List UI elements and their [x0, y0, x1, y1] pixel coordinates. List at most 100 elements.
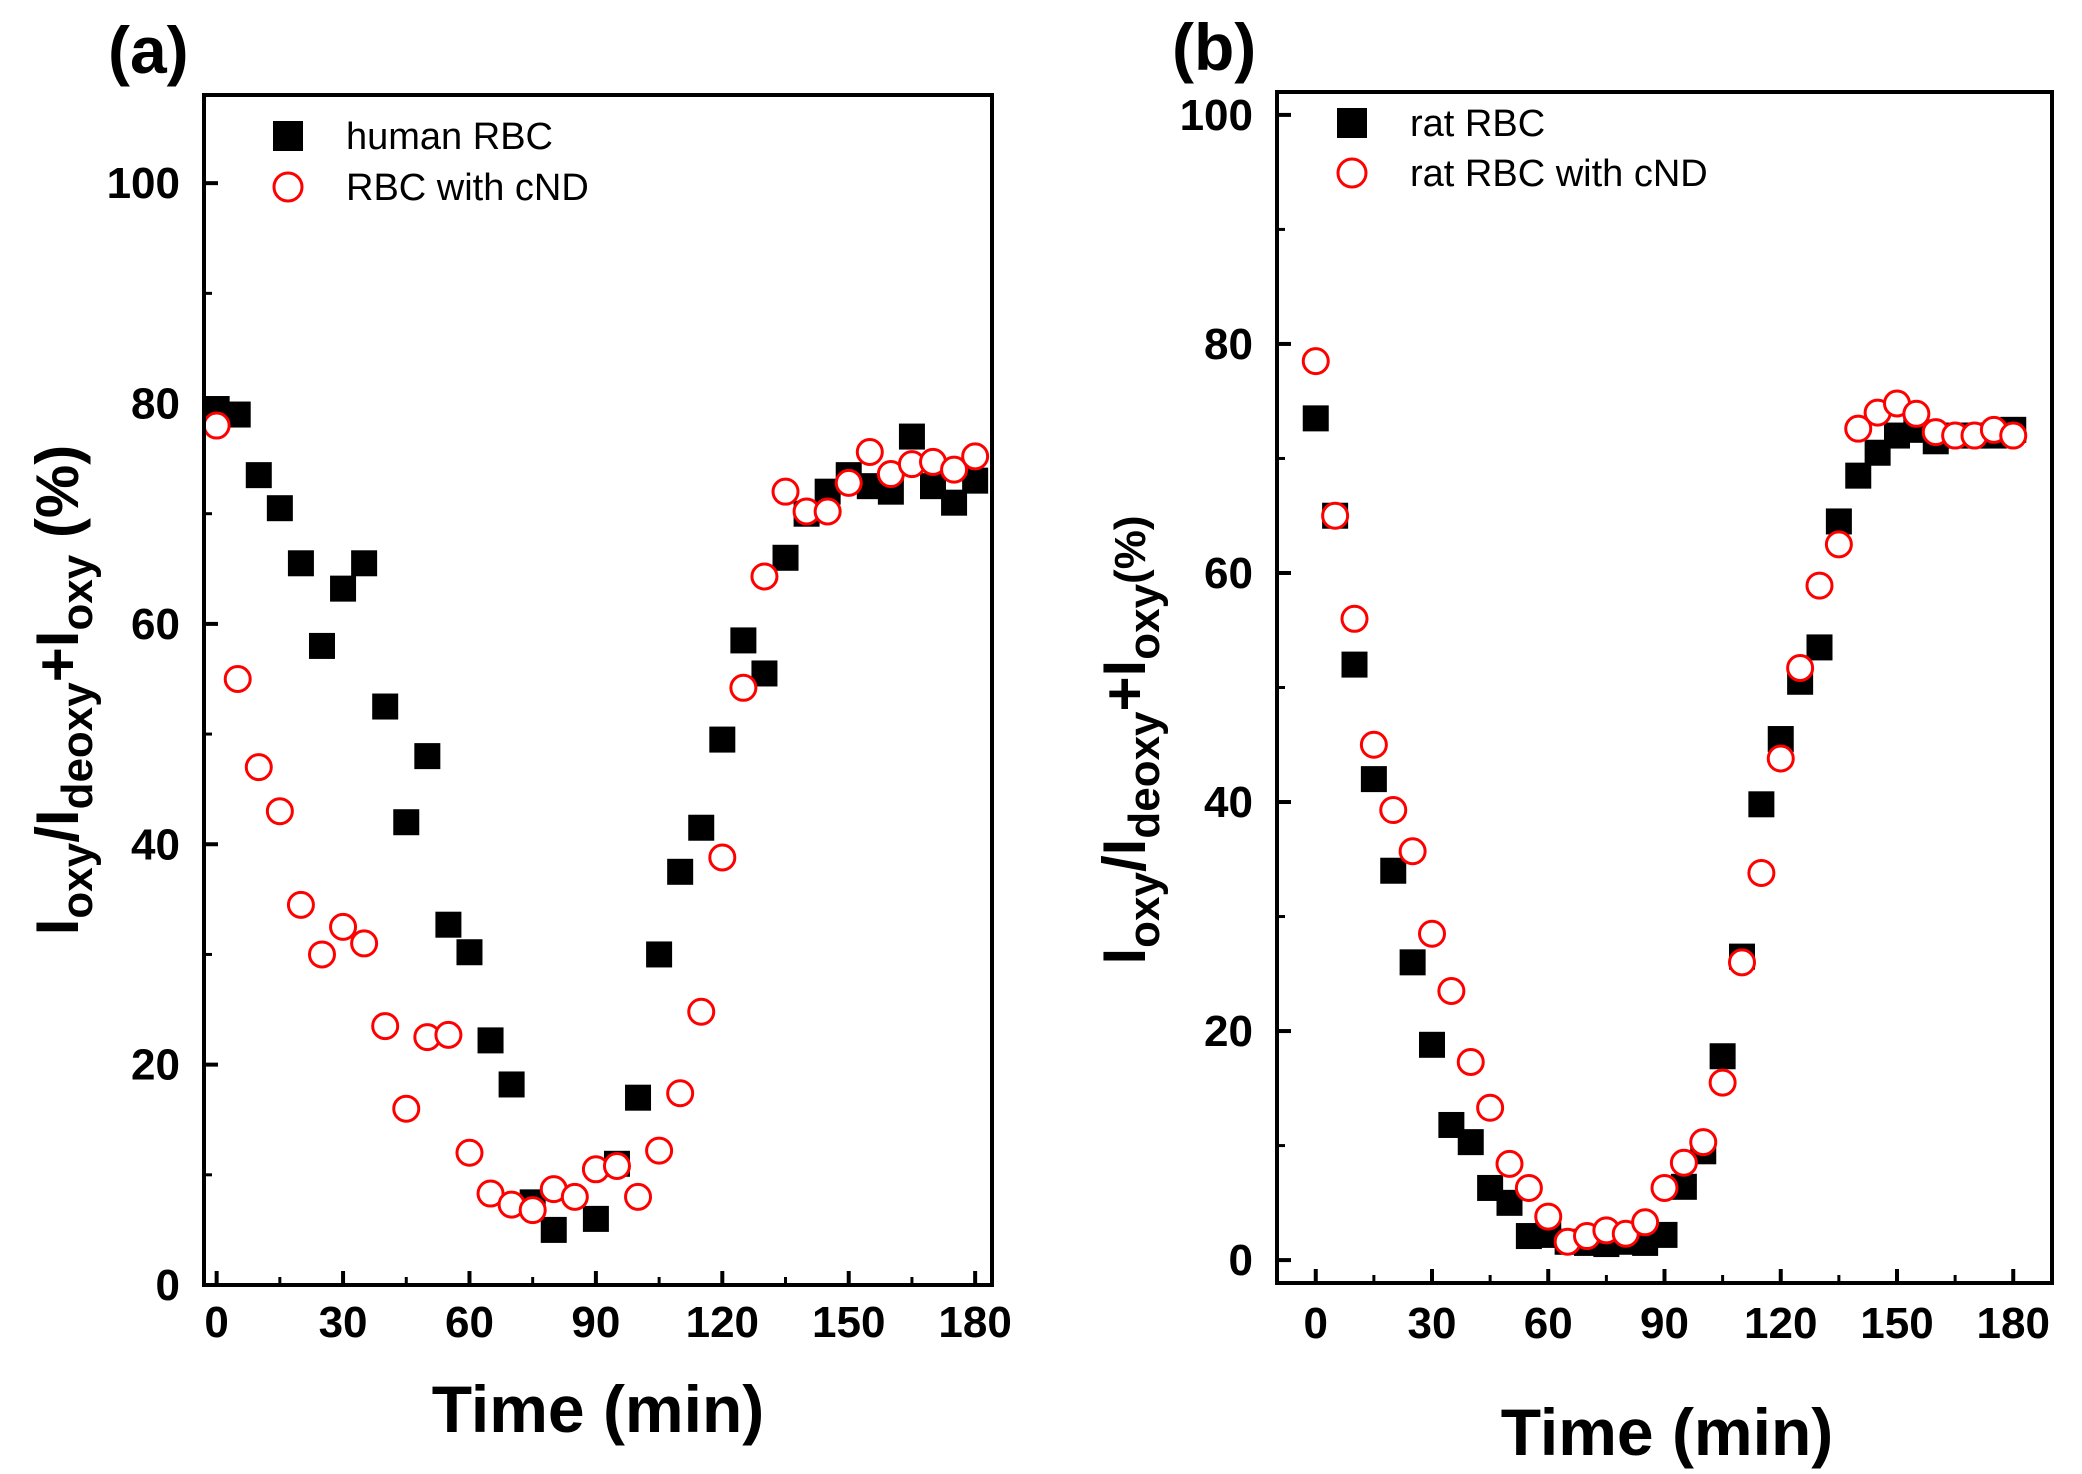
data-point-rbc-with-cnd [750, 562, 779, 591]
legend-marker-rbc-with-cnd [272, 171, 304, 203]
data-point-rbc-with-cnd [940, 455, 969, 484]
legend-label-human-rbc: human RBC [346, 116, 553, 158]
data-point-rat-rbc-with-cnd [1379, 796, 1408, 825]
panel-b-y-tick-label: 80 [1204, 320, 1253, 369]
panel-a-x-tick-label: 60 [445, 1298, 494, 1347]
data-point-human-rbc [477, 1027, 504, 1054]
data-point-rat-rbc [1845, 462, 1872, 489]
panel-a-x-tick-label: 120 [686, 1298, 759, 1347]
data-point-human-rbc [351, 550, 378, 577]
panel-a-y-tick-label: 100 [107, 159, 180, 208]
data-point-rat-rbc [1302, 405, 1329, 432]
data-point-human-rbc [393, 809, 420, 836]
panel-b-x-axis-title: Time (min) [1501, 1395, 1833, 1469]
data-point-human-rbc [308, 632, 335, 659]
data-point-rbc-with-cnd [202, 411, 231, 440]
panel-a-x-tick-label: 30 [319, 1298, 368, 1347]
panel-b-frame [1275, 90, 2054, 1285]
legend-label-rbc-with-cnd: RBC with cND [346, 167, 589, 209]
panel-b-y-tick-label: 40 [1204, 778, 1253, 827]
panel-b-x-tick-label: 30 [1408, 1299, 1457, 1348]
data-point-human-rbc [266, 495, 293, 522]
data-point-human-rbc [772, 544, 799, 571]
data-point-rat-rbc-with-cnd [1766, 744, 1795, 773]
panel-b-x-tick-label: 180 [1977, 1299, 2050, 1348]
data-point-rat-rbc-with-cnd [1689, 1128, 1718, 1157]
data-point-rat-rbc-with-cnd [1476, 1093, 1505, 1122]
data-point-rat-rbc-with-cnd [1398, 837, 1427, 866]
data-point-rat-rbc-with-cnd [1456, 1047, 1485, 1076]
panel-b-y-axis-title: Ioxy/Ideoxy+Ioxy(%) [1091, 516, 1169, 965]
panel-a-frame [202, 93, 994, 1287]
data-point-rat-rbc-with-cnd [1708, 1068, 1737, 1097]
data-point-human-rbc [582, 1205, 609, 1232]
data-point-human-rbc [730, 627, 757, 654]
panel-b-legend: rat RBC rat RBC with cND [1336, 103, 1708, 195]
panel-a-y-tick-label: 40 [131, 820, 180, 869]
data-point-rbc-with-cnd [708, 843, 737, 872]
panel-a-label: (a) [108, 13, 189, 87]
data-point-rbc-with-cnd [223, 664, 252, 693]
panel-a-plot-layer: 0 30 60 90 120 150 180 0 20 40 60 80 100 [107, 159, 1012, 1347]
data-point-rat-rbc-with-cnd [1824, 530, 1853, 559]
panel-a-x-tick-label: 180 [938, 1298, 1011, 1347]
data-point-rbc-with-cnd [244, 753, 273, 782]
panel-b-x-tick-label: 0 [1304, 1299, 1328, 1348]
panel-b-label: (b) [1172, 10, 1256, 84]
legend-marker-human-rbc [273, 121, 303, 151]
data-point-rbc-with-cnd [455, 1138, 484, 1167]
data-point-human-rbc [898, 423, 925, 450]
data-point-rbc-with-cnd [307, 940, 336, 969]
data-point-rbc-with-cnd [286, 890, 315, 919]
data-point-rbc-with-cnd [666, 1079, 695, 1108]
data-point-rbc-with-cnd [645, 1136, 674, 1165]
panel-b-x-tick-label: 90 [1640, 1299, 1689, 1348]
data-point-rat-rbc [1709, 1043, 1736, 1070]
panel-b-plot-layer: 0 30 60 90 120 150 180 0 20 40 60 80 100 [1180, 91, 2050, 1348]
panel-a-y-tick-label: 0 [156, 1261, 180, 1310]
data-point-rbc-with-cnd [961, 442, 990, 471]
data-point-rbc-with-cnd [329, 912, 358, 941]
data-point-rat-rbc-with-cnd [1669, 1148, 1698, 1177]
data-point-human-rbc [372, 693, 399, 720]
data-point-rat-rbc-with-cnd [1418, 919, 1446, 948]
data-point-rbc-with-cnd [350, 929, 379, 958]
data-point-rat-rbc [1360, 766, 1387, 793]
panel-a-y-axis-title: Ioxy/Ideoxy+Ioxy (%) [24, 445, 102, 936]
data-point-rat-rbc-with-cnd [1359, 730, 1388, 759]
data-point-rat-rbc-with-cnd [1650, 1173, 1679, 1202]
data-point-human-rbc [709, 726, 736, 753]
data-point-rat-rbc-with-cnd [1844, 414, 1873, 443]
data-point-rat-rbc-with-cnd [1514, 1173, 1543, 1202]
data-point-human-rbc [456, 939, 483, 966]
data-point-human-rbc [435, 911, 462, 938]
legend-label-rat-rbc-with-cnd: rat RBC with cND [1410, 153, 1708, 195]
data-point-rat-rbc [1380, 857, 1407, 884]
legend-marker-rat-rbc-with-cnd [1336, 157, 1368, 189]
data-point-human-rbc [688, 814, 715, 841]
data-point-rat-rbc [1399, 949, 1426, 976]
data-point-human-rbc [287, 550, 314, 577]
legend-marker-rat-rbc [1337, 108, 1367, 138]
data-point-rat-rbc [1806, 634, 1833, 661]
data-point-rat-rbc-with-cnd [1437, 976, 1466, 1005]
data-point-rat-rbc-with-cnd [1495, 1149, 1524, 1178]
panel-b-x-tick-label: 60 [1524, 1299, 1573, 1348]
data-point-human-rbc [414, 743, 441, 770]
panel-a-y-tick-label: 20 [131, 1041, 180, 1090]
panel-b-x-tick-label: 120 [1744, 1299, 1817, 1348]
data-point-rat-rbc-with-cnd [1999, 421, 2028, 450]
data-point-rbc-with-cnd [434, 1020, 463, 1049]
data-point-rat-rbc [1825, 508, 1852, 535]
data-point-rbc-with-cnd [771, 477, 800, 506]
panel-b-y-tick-label: 20 [1204, 1007, 1253, 1056]
panel-a-legend: human RBC RBC with cND [272, 116, 589, 209]
data-point-rbc-with-cnd [687, 997, 716, 1026]
data-point-rbc-with-cnd [855, 438, 884, 466]
data-point-rbc-with-cnd [560, 1182, 589, 1211]
panel-a: (a) 0 30 60 90 120 150 180 0 20 40 60 80 100 Time (m… [24, 13, 1012, 1446]
data-point-rat-rbc-with-cnd [1805, 571, 1834, 600]
data-point-human-rbc [941, 489, 968, 516]
data-point-rat-rbc-with-cnd [1728, 948, 1756, 977]
panel-b-y-tick-label: 60 [1204, 549, 1253, 598]
